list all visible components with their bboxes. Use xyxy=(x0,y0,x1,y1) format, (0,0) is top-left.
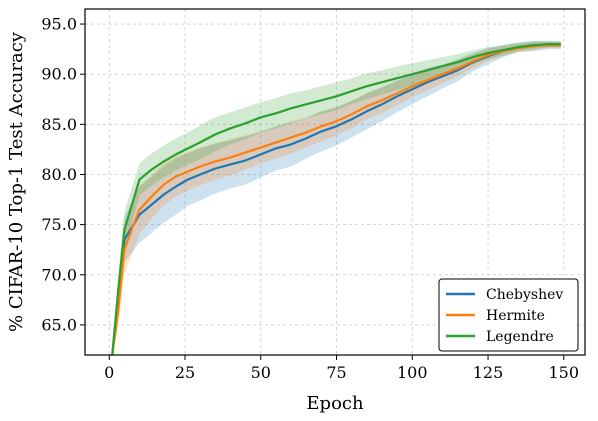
legend-box xyxy=(438,278,579,352)
x-tick-label: 50 xyxy=(251,363,271,382)
y-tick-label: 75.0 xyxy=(41,215,77,234)
x-tick-label: 150 xyxy=(549,363,580,382)
y-tick-label: 90.0 xyxy=(41,65,77,84)
x-tick-label: 75 xyxy=(326,363,346,382)
plot-frame xyxy=(84,8,586,356)
band-legendre xyxy=(112,41,561,355)
y-tick-label: 85.0 xyxy=(41,115,77,134)
y-axis-ticks: 65.0 70.0 75.0 80.0 85.0 90.0 95.0 xyxy=(41,15,85,334)
y-tick-label: 80.0 xyxy=(41,165,77,184)
y-tick-label: 70.0 xyxy=(41,265,77,284)
y-tick-label: 65.0 xyxy=(41,315,77,334)
legend-items: Chebyshev Hermite Legendre xyxy=(446,287,563,345)
y-axis-label: % CIFAR-10 Top-1 Test Accuracy xyxy=(6,31,27,332)
x-tick-label: 25 xyxy=(175,363,195,382)
y-tick-label: 95.0 xyxy=(41,15,77,34)
legend: Chebyshev Hermite Legendre xyxy=(438,278,579,352)
x-tick-label: 125 xyxy=(473,363,504,382)
legend-label-legendre: Legendre xyxy=(486,329,554,345)
x-tick-label: 100 xyxy=(397,363,428,382)
x-axis-label: Epoch xyxy=(306,393,364,414)
series-line-hermite xyxy=(111,43,561,356)
series-line-legendre xyxy=(111,42,561,356)
band-chebyshev xyxy=(112,41,561,355)
legend-label-hermite: Hermite xyxy=(486,308,545,324)
legend-label-chebyshev: Chebyshev xyxy=(486,287,563,303)
x-axis-ticks: 0 25 50 75 100 125 150 xyxy=(104,355,579,382)
confidence-bands xyxy=(112,41,561,355)
x-tick-label: 0 xyxy=(104,363,114,382)
series-lines xyxy=(111,42,561,356)
